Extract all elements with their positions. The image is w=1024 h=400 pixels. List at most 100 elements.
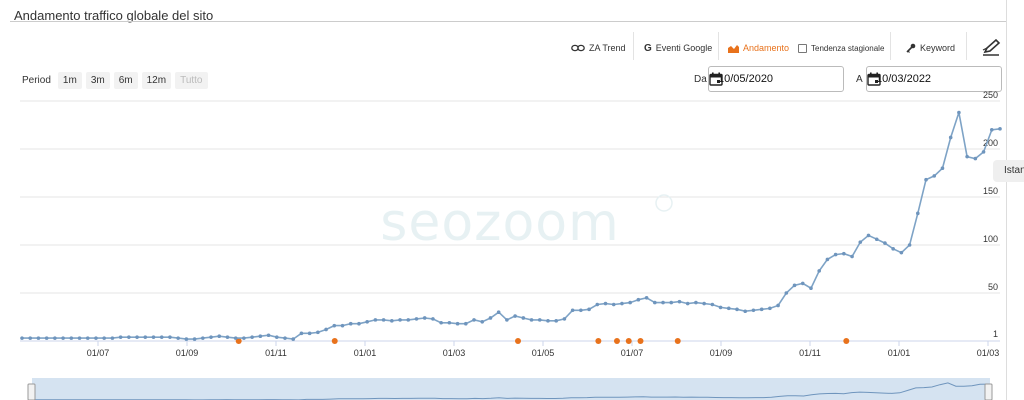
data-point[interactable] (373, 318, 378, 322)
data-point[interactable] (102, 336, 106, 340)
data-point[interactable] (587, 307, 591, 312)
data-point[interactable] (61, 336, 65, 340)
to-date-input[interactable]: 10/03/2022 (866, 66, 1002, 92)
data-point[interactable] (201, 336, 205, 340)
data-point[interactable] (340, 323, 345, 328)
andamento-button[interactable]: Andamento (728, 40, 789, 56)
data-point[interactable] (53, 336, 57, 340)
navigator-left-handle[interactable] (27, 383, 36, 400)
data-point[interactable] (899, 250, 904, 255)
data-point[interactable] (77, 336, 82, 340)
data-point[interactable] (620, 301, 624, 306)
data-point[interactable] (998, 127, 1002, 131)
data-point[interactable] (365, 320, 369, 324)
data-point[interactable] (357, 321, 361, 326)
data-point[interactable] (784, 291, 789, 295)
data-point[interactable] (644, 296, 649, 300)
data-point[interactable] (537, 318, 542, 322)
data-point[interactable] (685, 301, 690, 306)
google-event-marker[interactable] (331, 338, 338, 344)
tendenza-toggle[interactable]: Tendenza stagionale (798, 40, 884, 56)
data-point[interactable] (776, 303, 780, 308)
data-point[interactable] (759, 307, 764, 312)
data-point[interactable] (414, 317, 419, 321)
data-point[interactable] (480, 320, 485, 324)
data-point[interactable] (924, 177, 928, 182)
data-point[interactable] (891, 247, 895, 251)
data-point[interactable] (242, 336, 246, 340)
data-point[interactable] (825, 257, 830, 262)
eventi-google-button[interactable]: G Eventi Google (644, 40, 712, 56)
data-point[interactable] (595, 302, 600, 307)
data-point[interactable] (702, 301, 706, 306)
data-point[interactable] (36, 336, 41, 340)
data-point[interactable] (743, 309, 748, 314)
data-point[interactable] (69, 336, 74, 340)
data-point[interactable] (710, 302, 715, 307)
data-point[interactable] (439, 320, 443, 325)
data-point[interactable] (94, 336, 98, 340)
data-point[interactable] (390, 319, 394, 323)
data-point[interactable] (316, 330, 320, 335)
data-point[interactable] (274, 335, 279, 339)
data-point[interactable] (127, 335, 131, 339)
data-point[interactable] (455, 321, 460, 326)
google-event-marker[interactable] (595, 338, 602, 344)
data-point[interactable] (874, 237, 879, 242)
data-point[interactable] (661, 300, 665, 305)
data-point[interactable] (422, 316, 427, 320)
data-point[interactable] (488, 316, 493, 320)
data-point[interactable] (463, 321, 468, 326)
data-point[interactable] (554, 319, 559, 323)
data-point[interactable] (85, 336, 90, 340)
data-point[interactable] (751, 308, 756, 313)
google-event-marker[interactable] (235, 338, 242, 344)
data-point[interactable] (669, 300, 674, 305)
data-point[interactable] (965, 154, 969, 159)
data-point[interactable] (472, 318, 476, 322)
data-point[interactable] (579, 308, 583, 313)
data-point[interactable] (866, 233, 871, 238)
data-point[interactable] (916, 211, 920, 216)
from-date-input[interactable]: 10/05/2020 (708, 66, 844, 92)
tendenza-checkbox[interactable] (798, 43, 807, 53)
data-point[interactable] (833, 252, 838, 257)
data-point[interactable] (800, 281, 805, 286)
data-point[interactable] (143, 335, 148, 339)
google-event-marker[interactable] (637, 338, 644, 344)
data-point[interactable] (792, 283, 797, 288)
calendar-icon[interactable] (709, 72, 723, 86)
data-point[interactable] (989, 128, 994, 132)
period-6m-button[interactable]: 6m (113, 72, 138, 89)
data-point[interactable] (44, 336, 49, 340)
google-event-marker[interactable] (674, 338, 681, 344)
data-point[interactable] (324, 327, 328, 332)
data-point[interactable] (932, 174, 937, 178)
data-point[interactable] (694, 300, 698, 305)
data-point[interactable] (159, 335, 164, 339)
data-point[interactable] (940, 166, 945, 170)
data-point[interactable] (431, 317, 435, 321)
data-point[interactable] (217, 334, 222, 339)
data-point[interactable] (628, 300, 632, 305)
data-point[interactable] (907, 243, 912, 247)
data-point[interactable] (447, 320, 452, 325)
data-point[interactable] (603, 301, 608, 306)
data-point[interactable] (184, 337, 189, 341)
data-point[interactable] (118, 335, 123, 339)
data-point[interactable] (570, 308, 575, 313)
data-point[interactable] (283, 336, 287, 340)
keyword-button[interactable]: Keyword (906, 40, 955, 56)
data-point[interactable] (718, 305, 723, 310)
data-point[interactable] (768, 306, 772, 311)
data-point[interactable] (842, 251, 846, 256)
period-3m-button[interactable]: 3m (85, 72, 110, 89)
data-point[interactable] (981, 150, 986, 154)
data-point[interactable] (176, 336, 180, 340)
data-point[interactable] (192, 337, 197, 341)
data-point[interactable] (266, 333, 271, 338)
za-trend-button[interactable]: ZA Trend (571, 40, 626, 56)
navigator-panel[interactable] (32, 378, 990, 400)
data-point[interactable] (348, 321, 353, 326)
data-point[interactable] (110, 336, 115, 340)
